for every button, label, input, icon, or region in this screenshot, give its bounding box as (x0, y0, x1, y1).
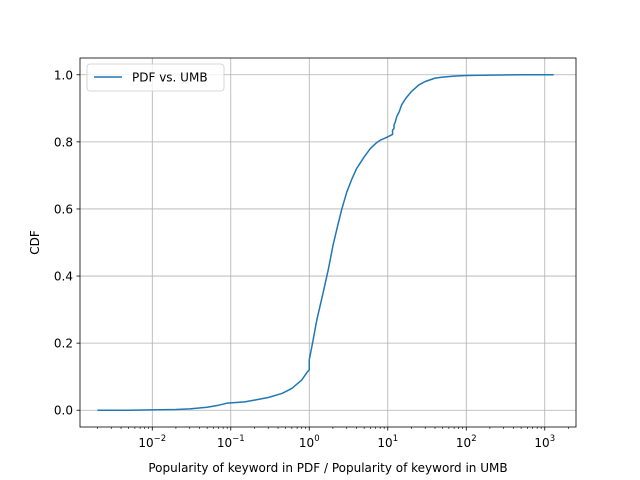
y-tick-label: 0.2 (54, 337, 73, 351)
x-tick-label: 100 (299, 434, 320, 450)
x-tick-label: 10−1 (217, 434, 245, 450)
series-lines (97, 74, 554, 411)
y-axis-label: CDF (28, 230, 42, 255)
y-tick-label: 0.8 (54, 135, 73, 149)
y-tick-label: 0.6 (54, 202, 73, 216)
legend-label: PDF vs. UMB (132, 71, 208, 85)
x-tick-label: 103 (534, 434, 555, 450)
legend: PDF vs. UMB (86, 63, 225, 92)
y-tick-label: 0.0 (54, 404, 73, 418)
series-line (97, 74, 554, 411)
y-tick-label: 0.4 (54, 270, 73, 284)
x-tick-label: 102 (456, 434, 477, 450)
x-axis-label: Popularity of keyword in PDF / Popularit… (148, 461, 507, 475)
x-tick-label: 101 (377, 434, 398, 450)
y-tick-label: 1.0 (54, 68, 73, 82)
grid-lines (80, 58, 576, 427)
axis-ticks: 10−2 10−1 100 101 102 103 0.0 0.2 0.4 0.6 0.8 1.0 (54, 68, 569, 450)
plot-frame (79, 57, 577, 428)
legend-box (86, 63, 225, 92)
x-tick-label: 10−2 (138, 434, 166, 450)
